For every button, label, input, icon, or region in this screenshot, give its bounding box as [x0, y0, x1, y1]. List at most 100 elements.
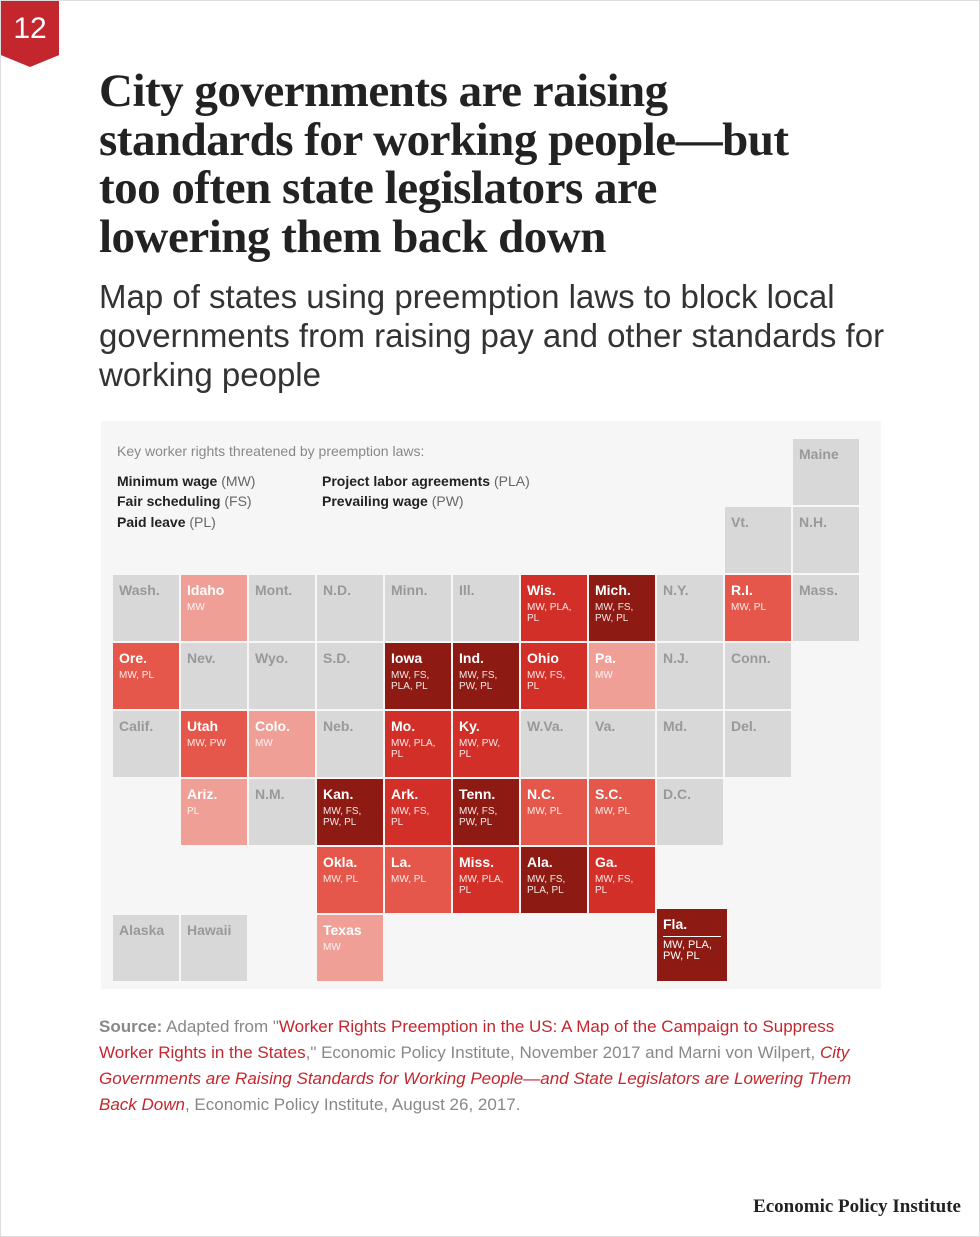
state-rights: MW, PL — [119, 670, 173, 681]
state-rights: MW, FS, PW, PL — [459, 806, 513, 828]
state-rights: MW, PL — [323, 874, 377, 885]
rights-line: MW, PL — [595, 806, 631, 817]
state-rights: MW, FS, PL — [595, 874, 649, 896]
state-name: Vt. — [731, 514, 749, 530]
state-tile: N.C. MW, PL — [521, 779, 587, 845]
rights-line: MW, FS, — [391, 670, 430, 681]
state-name: Mo. — [391, 718, 416, 734]
title-line: lowering them back down — [99, 210, 606, 263]
legend-abbr: (FS) — [224, 493, 252, 509]
state-name: Ariz. — [187, 786, 218, 802]
rights-line: PL — [391, 817, 404, 828]
rights-line: PL — [459, 749, 472, 760]
state-name: Va. — [595, 718, 616, 734]
legend-name: Project labor agreements — [322, 473, 491, 489]
state-tile: Mont. — [249, 575, 315, 641]
state-tile: Maine — [793, 439, 859, 505]
state-tile: Del. — [725, 711, 791, 777]
state-rights: PL — [187, 806, 241, 817]
subtitle: Map of states using preemption laws to b… — [99, 278, 885, 393]
state-tile: Mo. MW, PLA, PL — [385, 711, 451, 777]
state-tile: Utah MW, PW — [181, 711, 247, 777]
state-tile: Idaho MW — [181, 575, 247, 641]
state-rights: MW, FS, PW, PL — [323, 806, 377, 828]
state-name: N.M. — [255, 786, 285, 802]
state-name: Ga. — [595, 854, 618, 870]
rights-line: PL — [595, 885, 608, 896]
rights-line: PW, PL — [459, 681, 493, 692]
state-name: Fla. — [663, 916, 688, 932]
state-name: La. — [391, 854, 412, 870]
state-tile: N.J. — [657, 643, 723, 709]
state-rights: MW, PW — [187, 738, 241, 749]
source-part: ," Economic Policy Institute, November 2… — [305, 1043, 820, 1062]
state-tile: Miss. MW, PLA, PL — [453, 847, 519, 913]
state-rights: MW — [255, 738, 309, 749]
state-tile: N.H. — [793, 507, 859, 573]
state-name: Colo. — [255, 718, 290, 734]
rights-line: PW, PL — [323, 817, 357, 828]
state-rights: MW, PL — [391, 874, 445, 885]
state-tile: Ala. MW, FS, PLA, PL — [521, 847, 587, 913]
state-name: Idaho — [187, 582, 225, 598]
rights-line: MW — [255, 738, 273, 749]
rights-line: MW, PL — [391, 874, 427, 885]
state-tile: Colo. MW — [249, 711, 315, 777]
state-rights: MW, PL — [731, 602, 785, 613]
rights-line: PL — [459, 885, 472, 896]
state-tile: Minn. — [385, 575, 451, 641]
state-name: Ill. — [459, 582, 475, 598]
state-name: Conn. — [731, 650, 771, 666]
footer: Economic Policy Institute — [753, 1196, 961, 1217]
state-rights: MW, PLA, PL — [391, 738, 445, 760]
state-tile: Alaska — [113, 915, 179, 981]
state-rights: MW, PLA, PW, PL — [663, 936, 721, 962]
legend-abbr: (PL) — [189, 514, 216, 530]
legend-name: Minimum wage — [117, 473, 218, 489]
state-name: Miss. — [459, 854, 495, 870]
state-tile: Ga. MW, FS, PL — [589, 847, 655, 913]
legend-abbr: (PW) — [431, 493, 464, 509]
state-name: N.C. — [527, 786, 555, 802]
state-name: Neb. — [323, 718, 354, 734]
state-name: Okla. — [323, 854, 358, 870]
legend-name: Paid leave — [117, 514, 186, 530]
state-name: Iowa — [391, 650, 423, 666]
state-name: Alaska — [119, 922, 165, 938]
state-tile: Va. — [589, 711, 655, 777]
state-name: Wyo. — [255, 650, 289, 666]
state-name: Ala. — [527, 854, 553, 870]
source: Source: Adapted from "Worker Rights Pree… — [99, 1014, 889, 1118]
state-name: Ind. — [459, 650, 484, 666]
title: City governments are raising standards fo… — [99, 67, 789, 261]
state-tile: S.C. MW, PL — [589, 779, 655, 845]
legend-item: Prevailing wage (PW) — [322, 493, 464, 509]
state-name: Ohio — [527, 650, 559, 666]
rights-line: PL — [187, 806, 200, 817]
source-part: City Governments are Raising Standards f… — [99, 1043, 852, 1114]
state-tile: Ohio MW, FS, PL — [521, 643, 587, 709]
rights-line: MW, FS, — [527, 670, 566, 681]
state-rights: MW, FS, PLA, PL — [527, 874, 581, 896]
state-name: Wash. — [119, 582, 160, 598]
state-name: Del. — [731, 718, 757, 734]
state-tile: Wis. MW, PLA, PL — [521, 575, 587, 641]
legend-item: Fair scheduling (FS) — [117, 493, 252, 509]
state-tile: S.D. — [317, 643, 383, 709]
legend-abbr: (MW) — [221, 473, 256, 489]
state-name: Md. — [663, 718, 688, 734]
state-tile: Ind. MW, FS, PW, PL — [453, 643, 519, 709]
rights-line: MW, FS, — [459, 806, 498, 817]
state-tile: Ill. — [453, 575, 519, 641]
state-rights: MW, PL — [595, 806, 649, 817]
state-name: Minn. — [391, 582, 428, 598]
state-tile: N.M. — [249, 779, 315, 845]
state-rights: MW, FS, PW, PL — [595, 602, 649, 624]
legend-name: Prevailing wage — [322, 493, 428, 509]
rights-line: MW, PL — [323, 874, 359, 885]
state-rights: MW, PLA, PL — [459, 874, 513, 896]
legend-item: Paid leave (PL) — [117, 514, 216, 530]
source-part: Worker Rights Preemption in the US: A Ma… — [99, 1017, 835, 1062]
legend-abbr: (PLA) — [493, 473, 530, 489]
